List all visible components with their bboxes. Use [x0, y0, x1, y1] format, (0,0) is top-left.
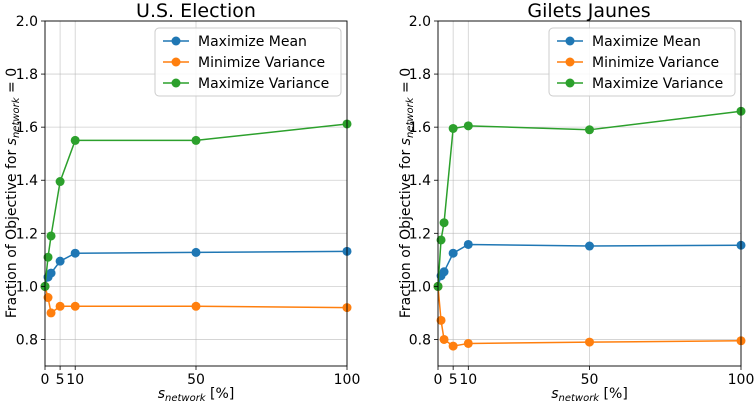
legend: Maximize Mean Minimize Variance Maximize V… [548, 27, 736, 97]
data-point [448, 123, 458, 133]
data-point [463, 338, 473, 348]
y-axis-label: Fraction of Objective for snetwork = 0 [398, 68, 416, 318]
legend-swatch-marker [171, 36, 181, 46]
y-tick-label: 1.0 [409, 279, 431, 295]
y-tick-label: 1.2 [409, 226, 431, 242]
data-point [70, 301, 80, 311]
legend-label: Minimize Variance [198, 55, 325, 71]
x-tick-label: 100 [334, 372, 361, 388]
data-point [439, 267, 449, 277]
chart-title: Gilets Jaunes [527, 0, 650, 22]
data-point [436, 315, 446, 325]
chart-title: U.S. Election [136, 0, 256, 22]
y-axis-label-sub: network [405, 96, 416, 138]
data-point [436, 235, 446, 245]
data-point [55, 256, 65, 266]
data-point [448, 248, 458, 258]
data-point [55, 177, 65, 187]
legend-label: Maximize Mean [198, 34, 307, 50]
x-axis-label-var: s [551, 386, 558, 402]
y-tick-label: 0.8 [16, 332, 38, 348]
x-tick-label: 5 [56, 372, 65, 388]
y-axis-label-suffix: = 0 [4, 68, 20, 98]
data-point [55, 301, 65, 311]
data-point [70, 135, 80, 145]
legend-swatch-marker [171, 57, 181, 67]
y-tick-label: 2.0 [16, 14, 38, 30]
y-axis-label-prefix: Fraction of Objective for [398, 145, 414, 318]
legend-label: Maximize Variance [592, 76, 723, 92]
x-tick-label: 100 [728, 372, 755, 388]
y-tick-label: 0.8 [409, 332, 431, 348]
y-tick-label: 1.6 [409, 120, 431, 136]
y-tick-label: 1.4 [409, 173, 431, 189]
x-axis-label-unit: [%] [206, 386, 235, 402]
x-tick-label: 10 [459, 372, 477, 388]
y-tick-label: 1.8 [409, 67, 431, 83]
y-tick-label: 1.6 [16, 120, 38, 136]
chart-gilets-jaunes: 0 5 10 50 100 0.8 1.0 1.2 1.4 1.6 1.8 2.0 Gilets Jau… [398, 0, 754, 403]
data-point [463, 239, 473, 249]
x-axis-label-sub: network [558, 393, 600, 403]
data-point [585, 125, 594, 135]
y-axis-label-prefix: Fraction of Objective for [4, 145, 20, 318]
legend-swatch-marker [565, 57, 575, 67]
y-tick-label: 2.0 [409, 14, 431, 30]
y-tick-label: 1.8 [16, 67, 38, 83]
y-axis-label-suffix: = 0 [398, 68, 414, 98]
x-axis-label: snetwork [%] [551, 386, 628, 403]
data-point [70, 248, 80, 258]
data-point [46, 308, 56, 318]
x-axis-label-sub: network [165, 393, 207, 403]
x-tick-label: 50 [187, 372, 205, 388]
legend-swatch-marker [171, 78, 181, 88]
y-tick-label: 1.0 [16, 279, 38, 295]
data-point [448, 341, 458, 351]
x-tick-label: 5 [449, 372, 458, 388]
data-point [191, 301, 201, 311]
data-point [463, 121, 473, 131]
data-point [439, 218, 449, 228]
legend-label: Maximize Mean [592, 34, 701, 50]
y-axis-label-sub: network [11, 96, 22, 138]
chart-us-election: 0 5 10 50 100 0.8 1.0 1.2 1.4 1.6 1.8 2.0 U.S. Elect… [4, 0, 360, 403]
data-point [439, 334, 449, 344]
y-axis-label-var: s [4, 138, 20, 145]
x-tick-label: 10 [66, 372, 84, 388]
y-tick-label: 1.2 [16, 226, 38, 242]
data-point [46, 268, 56, 278]
x-tick-label: 50 [581, 372, 599, 388]
data-point [191, 247, 201, 257]
legend-box [154, 27, 342, 97]
y-axis-label: Fraction of Objective for snetwork = 0 [4, 68, 22, 318]
legend-label: Maximize Variance [198, 76, 329, 92]
x-axis-label-var: s [158, 386, 165, 402]
legend-swatch-marker [565, 78, 575, 88]
data-point [191, 135, 201, 145]
legend-swatch-marker [565, 36, 575, 46]
data-point [43, 252, 53, 262]
x-tick-label: 0 [41, 372, 50, 388]
x-axis-label: snetwork [%] [158, 386, 235, 403]
legend: Maximize Mean Minimize Variance Maximize V… [154, 27, 342, 97]
data-point [43, 293, 53, 303]
y-tick-label: 1.4 [16, 173, 38, 189]
data-point [585, 241, 594, 251]
legend-label: Minimize Variance [592, 55, 719, 71]
data-point [585, 337, 594, 347]
x-tick-label: 0 [434, 372, 443, 388]
legend-box [548, 27, 736, 97]
data-point [46, 231, 56, 241]
x-axis-label-unit: [%] [599, 386, 628, 402]
y-axis-label-var: s [398, 138, 414, 145]
